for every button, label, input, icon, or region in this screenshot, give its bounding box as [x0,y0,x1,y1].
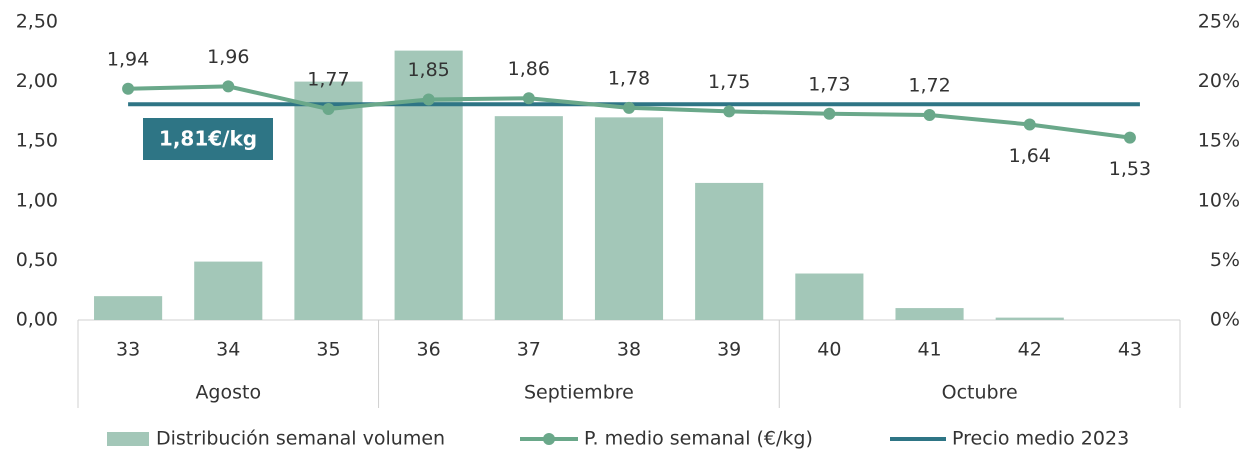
x-tick-label: 34 [216,339,240,361]
price-marker [322,103,335,116]
legend-label: Distribución semanal volumen [156,428,445,450]
data-label: 1,64 [1009,145,1051,167]
x-tick-label: 42 [1018,339,1042,361]
bar [594,117,664,320]
reference-label-box [143,118,273,160]
legend-label: Precio medio 2023 [952,428,1129,450]
bar [695,182,764,320]
price-marker [422,93,435,106]
group-label: Agosto [195,382,261,404]
price-marker [623,101,635,114]
legend-swatch [107,432,149,446]
x-tick-label: 37 [517,339,541,361]
price-marker [222,80,235,93]
y2-tick-label: 10% [1198,189,1240,211]
y-tick-label: 2,00 [16,70,58,92]
price-marker [723,105,736,118]
bar [94,296,163,320]
price-marker [122,82,135,95]
x-tick-label: 40 [817,339,841,361]
bar [394,50,463,320]
x-tick-label: 39 [717,339,741,361]
price-marker [1123,131,1136,144]
y2-tick-label: 5% [1210,249,1240,271]
x-tick-label: 43 [1118,339,1142,361]
y2-tick-label: 0% [1210,309,1240,331]
y-tick-label: 2,50 [16,11,58,33]
data-label: 1,78 [608,67,650,89]
y-tick-label: 0,00 [16,309,58,331]
y-tick-label: 1,50 [16,130,58,152]
x-tick-label: 38 [617,339,641,361]
price-marker [1023,118,1036,131]
data-label: 1,75 [708,71,750,93]
legend-label: P. medio semanal (€/kg) [584,428,813,450]
reference-label: 1,81€/kg [159,127,257,151]
data-label: 1,53 [1109,158,1151,180]
bar [194,261,263,320]
price-marker [823,107,836,120]
data-label: 1,94 [107,48,149,70]
group-label: Octubre [942,382,1018,404]
bar [995,317,1064,320]
bar [494,116,563,320]
x-tick-label: 36 [417,339,441,361]
data-label: 1,73 [808,73,850,95]
data-label: 1,77 [307,69,349,91]
price-marker [522,92,535,105]
price-marker [923,108,936,121]
y2-tick-label: 15% [1198,130,1240,152]
y-tick-label: 0,50 [16,249,58,271]
group-label: Septiembre [524,382,634,404]
bar [294,81,363,320]
data-label: 1,96 [207,46,249,68]
y2-tick-label: 20% [1198,70,1240,92]
data-label: 1,86 [508,58,550,80]
y-tick-label: 1,00 [16,189,58,211]
data-label: 1,72 [908,74,950,96]
x-tick-label: 41 [917,339,941,361]
bar [795,273,864,320]
bar [895,308,964,320]
legend-swatch [543,433,555,445]
x-tick-label: 35 [316,339,340,361]
x-tick-label: 33 [116,339,140,361]
y2-tick-label: 25% [1198,11,1240,33]
data-label: 1,85 [407,59,449,81]
